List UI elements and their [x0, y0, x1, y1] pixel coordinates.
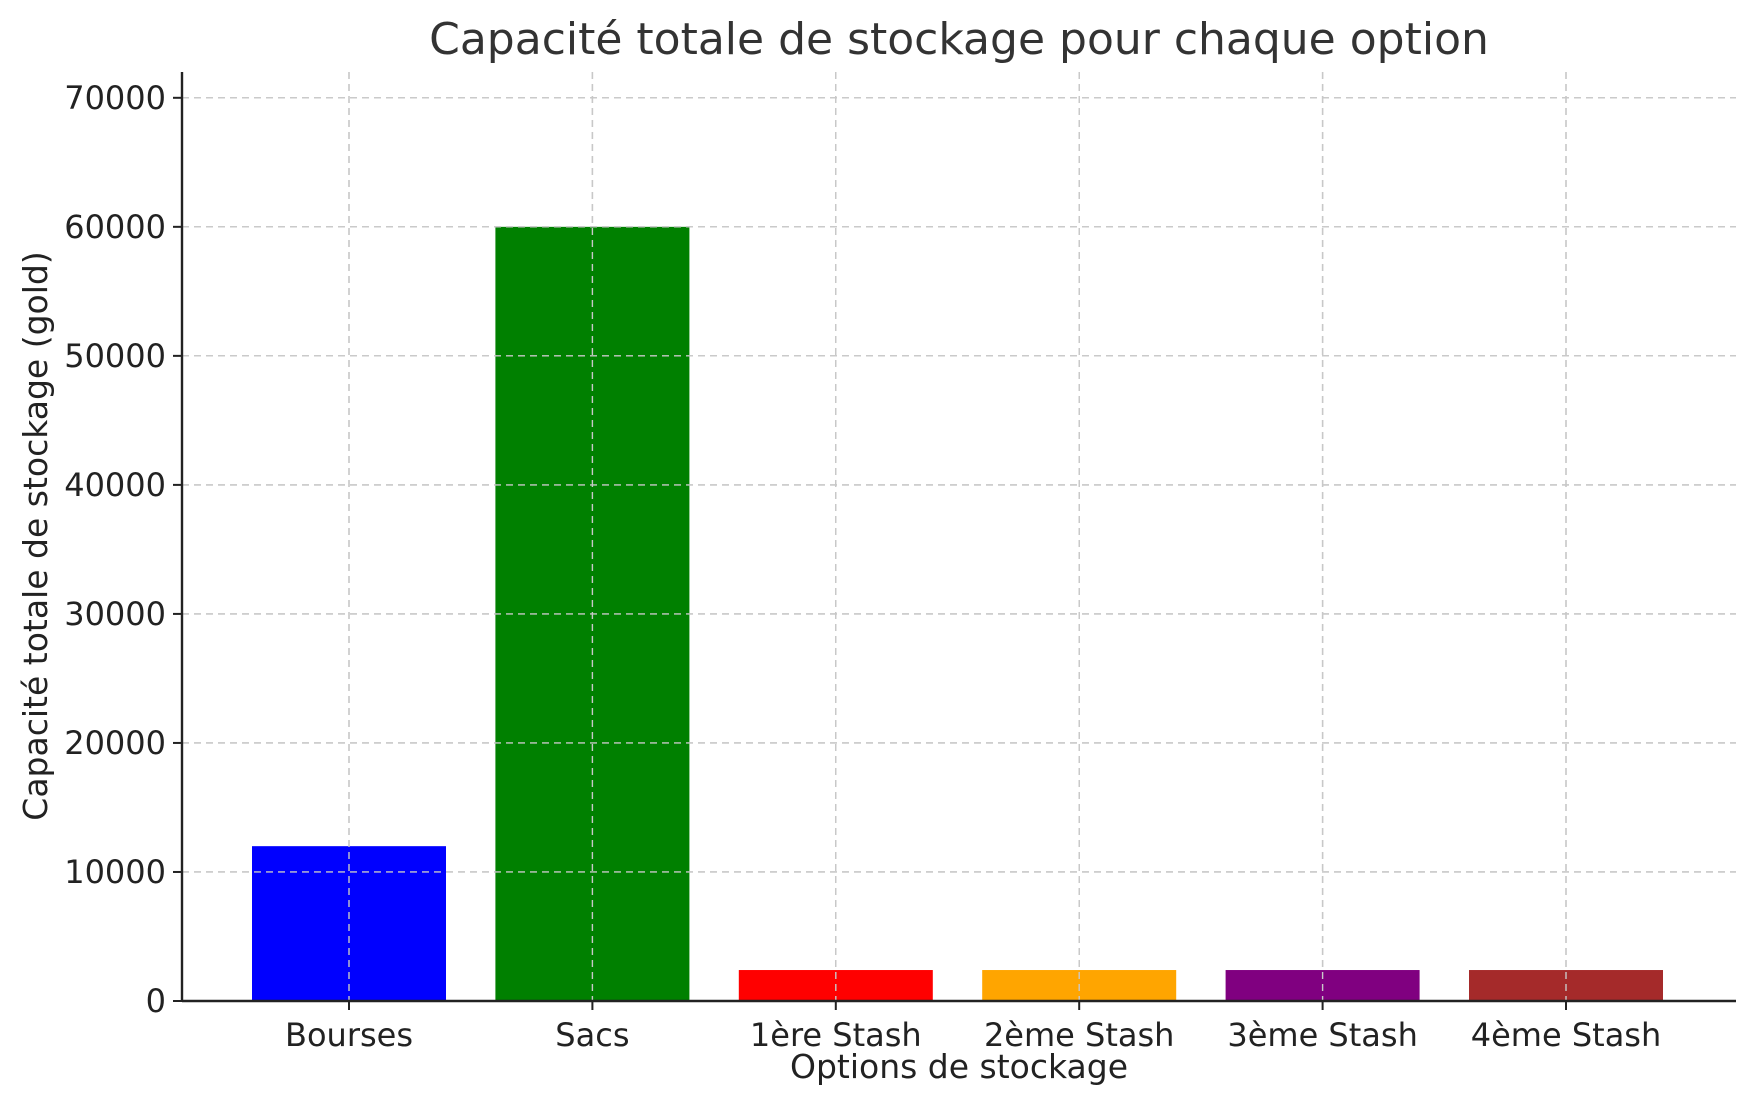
- y-tick-label: 70000: [64, 79, 166, 117]
- x-tick-label: 1ère Stash: [750, 1016, 922, 1054]
- chart-title: Capacité totale de stockage pour chaque …: [429, 14, 1489, 65]
- y-axis-label: Capacité totale de stockage (gold): [16, 251, 55, 820]
- y-tick-label: 10000: [64, 853, 166, 891]
- x-tick-label: Bourses: [285, 1016, 413, 1054]
- y-tick-label: 60000: [64, 208, 166, 246]
- x-tick-label: 4ème Stash: [1471, 1016, 1662, 1054]
- x-axis-label: Options de stockage: [790, 1047, 1128, 1086]
- y-tick-label: 20000: [64, 724, 166, 762]
- x-tick-label: 3ème Stash: [1227, 1016, 1418, 1054]
- y-tick-label: 50000: [64, 337, 166, 375]
- x-tick-label: 2ème Stash: [984, 1016, 1175, 1054]
- y-tick-label: 40000: [64, 466, 166, 504]
- y-tick-label: 0: [146, 982, 166, 1020]
- y-tick-label: 30000: [64, 595, 166, 633]
- x-tick-label: Sacs: [555, 1016, 629, 1054]
- tick-labels: 0 10000 20000 30000 40000 50000 60000 70000 Bour…: [64, 79, 1661, 1054]
